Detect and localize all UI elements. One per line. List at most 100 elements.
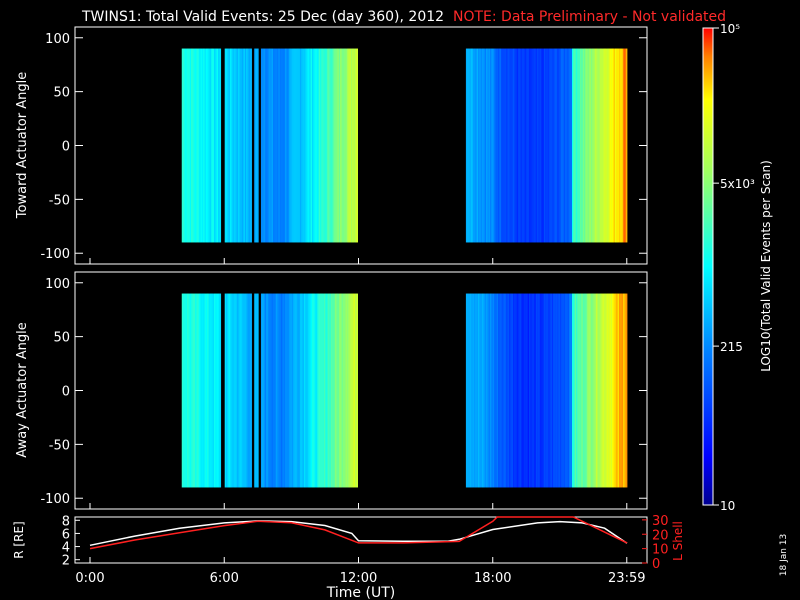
panel-away-heatmap-column — [554, 293, 557, 488]
panel-away-heatmap-column — [266, 293, 269, 488]
panel-toward-heatmap-column — [203, 48, 205, 243]
panel-away-heatmap-column — [495, 293, 498, 488]
panel-toward-heatmap-column — [467, 48, 469, 243]
panel-toward-heatmap-column — [286, 48, 289, 243]
panel-away-heatmap-column — [605, 293, 608, 488]
panel-away-heatmap-column — [317, 293, 320, 488]
panel-away-heatmap-column — [275, 293, 278, 488]
panel-away-heatmap-column — [589, 293, 592, 488]
panel-away-heatmap-column — [302, 293, 305, 488]
panel-away-heatmap-column — [538, 293, 541, 488]
panel-away-heatmap-column — [309, 293, 312, 488]
panel-away-heatmap-column — [580, 293, 582, 488]
panel-away-heatmap-column — [262, 293, 265, 488]
panel-away-heatmap-column — [183, 293, 185, 488]
panel-away-heatmap-column — [282, 293, 285, 488]
panel-away-heatmap-column — [515, 293, 518, 488]
panel-toward-heatmap-column — [617, 48, 620, 243]
panel-away-heatmap-column — [604, 293, 606, 488]
panel-away-heatmap-column — [503, 293, 506, 488]
panel-away-heatmap-column — [290, 293, 293, 488]
panel-toward-heatmap-column — [625, 48, 628, 243]
panel-away-heatmap-column — [566, 293, 569, 488]
panel-toward-heatmap-column — [342, 48, 345, 243]
orbit-left-label: R [RE] — [12, 521, 26, 558]
panel-away-yaxis: 100 50 0 -50 -100 — [40, 277, 647, 507]
orbit-left-tick-label: 6 — [62, 527, 70, 542]
panel-away-heatmap-column — [593, 293, 596, 488]
panel-away-heatmap-column — [295, 293, 298, 488]
panel-toward-ytick-label: 50 — [53, 86, 70, 101]
panel-away-heatmap-column — [488, 293, 491, 488]
panel-toward-heatmap-column — [275, 48, 278, 243]
panel-away-heatmap-column — [547, 293, 550, 488]
panel-away-heatmap-column — [479, 293, 482, 488]
panel-away-heatmap-column — [324, 293, 326, 488]
panel-toward-heatmap-column — [270, 48, 273, 243]
panel-away-heatmap-column — [278, 293, 281, 488]
panel-away-heatmap-column — [303, 293, 306, 488]
panel-away-heatmap-column — [533, 293, 535, 488]
panel-away-heatmap-column — [469, 293, 472, 488]
panel-away-heatmap-column — [588, 293, 590, 488]
panel-toward-heatmap-column — [235, 48, 238, 243]
panel-away: 100 50 0 -50 -100 Away Actuator Angle — [15, 271, 648, 510]
panel-toward-heatmap-column — [244, 48, 247, 243]
panel-away-heatmap-column — [496, 293, 499, 488]
panel-toward-heatmap-column — [333, 48, 336, 243]
panel-away-heatmap-column — [192, 293, 195, 488]
panel-toward-heatmap-column — [550, 48, 553, 243]
panel-away-heatmap-column — [298, 293, 301, 488]
panel-toward-heatmap-column — [565, 48, 567, 243]
panel-away-heatmap-column — [242, 293, 244, 488]
panel-toward-heatmap-column — [592, 48, 594, 243]
panel-toward-heatmap-column — [240, 48, 243, 243]
panel-toward-heatmap-column — [492, 48, 495, 243]
panel-toward-heatmap-column — [247, 48, 250, 243]
panel-toward-heatmap-column — [302, 48, 305, 243]
panel-toward-heatmap-column — [518, 48, 520, 243]
panel-away-heatmap-column — [511, 293, 514, 488]
panel-away-heatmap-column — [291, 293, 294, 488]
panel-away-heatmap-column — [305, 293, 307, 488]
x-tick-label: 18:00 — [474, 571, 511, 586]
panel-away-heatmap-column — [614, 293, 617, 488]
panel-away-heatmap-column — [573, 293, 576, 488]
panel-toward-heatmap-column — [538, 48, 541, 243]
panel-toward-heatmap-column — [480, 48, 483, 243]
panel-away-heatmap-column — [622, 293, 625, 488]
panel-away-heatmap-column — [510, 293, 512, 488]
panel-toward-heatmap-column — [600, 48, 602, 243]
panel-toward-heatmap-column — [502, 48, 504, 243]
panel-toward-heatmap-column — [471, 48, 474, 243]
orbit-right-tick-label: 10 — [652, 543, 669, 558]
panel-toward-heatmap-column — [196, 48, 199, 243]
panel-away-heatmap-column — [551, 293, 554, 488]
panel-away-heatmap-column — [287, 293, 290, 488]
panel-away-heatmap-column — [527, 293, 530, 488]
panel-away-heatmap-column — [232, 293, 235, 488]
panel-away-heatmap-column — [318, 293, 321, 488]
panel-toward-heatmap-column — [562, 48, 565, 243]
panel-away-heatmap-column — [590, 293, 593, 488]
panel-away-heatmap-column — [353, 293, 356, 488]
panel-away-heatmap-column — [230, 293, 232, 488]
panel-away-heatmap-column — [484, 293, 487, 488]
panel-away-heatmap-column — [267, 293, 270, 488]
panel-away-heatmap-column — [354, 293, 357, 488]
panel-toward-heatmap-column — [484, 48, 487, 243]
orbit-lshell-line — [89, 516, 628, 550]
panel-away-heatmap-column — [243, 293, 246, 488]
panel-toward-heatmap-column — [624, 48, 627, 243]
panel-toward-heatmap-column — [608, 48, 610, 243]
panel-toward-heatmap-column — [545, 48, 547, 243]
panel-toward-heatmap-column — [524, 48, 527, 243]
panel-toward-heatmap-column — [278, 48, 281, 243]
panel-toward-heatmap-column — [537, 48, 539, 243]
panel-toward-heatmap-column — [213, 48, 216, 243]
panel-away-heatmap-column — [494, 293, 496, 488]
panel-toward-heatmap-column — [510, 48, 512, 243]
panel-away-heatmap-column — [212, 293, 215, 488]
